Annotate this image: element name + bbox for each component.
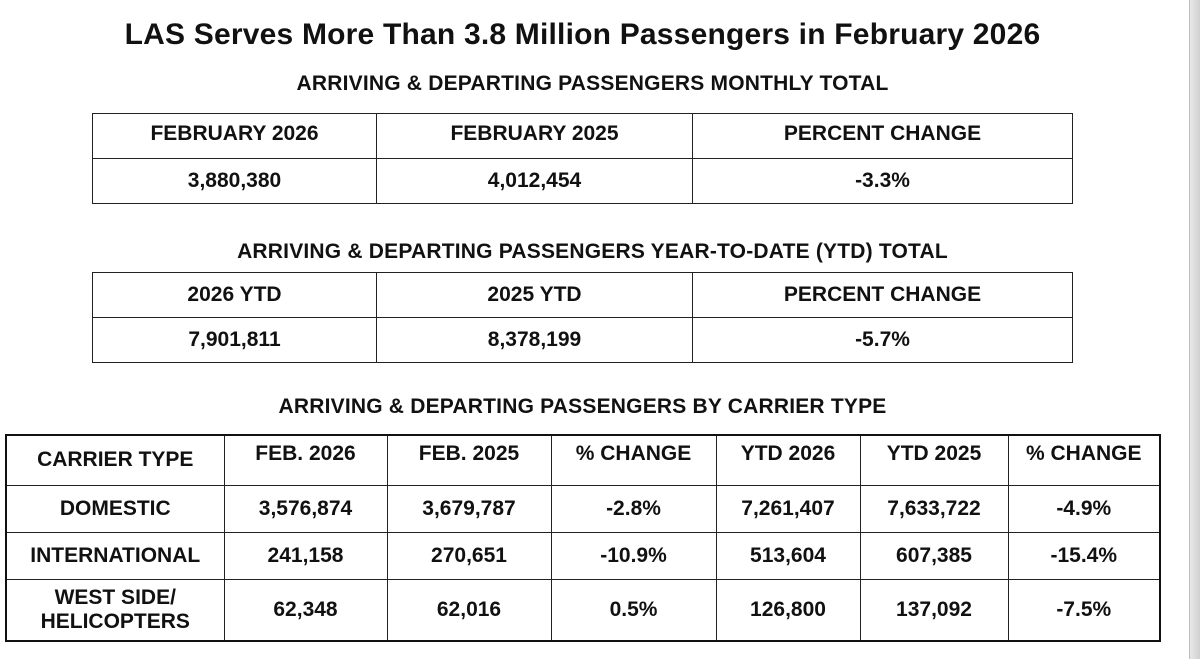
carrier-row-international: INTERNATIONAL 241,158 270,651 -10.9% 513… [5, 531, 1161, 580]
monthly-header-cell: FEBRUARY 2025 [376, 113, 693, 159]
carrier-cell: 513,604 [715, 531, 861, 580]
carrier-cell: 241,158 [223, 531, 388, 580]
carrier-row-label: INTERNATIONAL [5, 531, 225, 580]
carrier-cell: 0.5% [550, 578, 717, 642]
carrier-cell: 126,800 [715, 578, 861, 642]
carrier-header-cell: YTD 2025 [859, 434, 1009, 486]
ytd-value-row: 7,901,811 8,378,199 -5.7% [92, 317, 1073, 363]
carrier-row-west-side: WEST SIDE/ HELICOPTERS 62,348 62,016 0.5… [5, 578, 1161, 642]
carrier-cell: 137,092 [859, 578, 1009, 642]
carrier-cell: -10.9% [550, 531, 717, 580]
carrier-row-label: DOMESTIC [5, 484, 225, 533]
carrier-cell: 3,679,787 [386, 484, 552, 533]
monthly-value-cell: 3,880,380 [92, 158, 377, 204]
monthly-header-cell: FEBRUARY 2026 [92, 113, 377, 159]
carrier-cell: 7,633,722 [859, 484, 1009, 533]
ytd-header-row: 2026 YTD 2025 YTD PERCENT CHANGE [92, 272, 1073, 318]
carrier-cell: 7,261,407 [715, 484, 861, 533]
carrier-cell: 62,348 [223, 578, 388, 642]
page-edge [1189, 0, 1200, 659]
carrier-cell: -7.5% [1007, 578, 1161, 642]
monthly-value-cell: -3.3% [692, 158, 1073, 204]
carrier-label-line1: INTERNATIONAL [30, 543, 201, 567]
monthly-total-table: FEBRUARY 2026 FEBRUARY 2025 PERCENT CHAN… [92, 113, 1073, 204]
carrier-header-cell: CARRIER TYPE [5, 434, 225, 486]
monthly-header-row: FEBRUARY 2026 FEBRUARY 2025 PERCENT CHAN… [92, 113, 1073, 159]
carrier-header-cell: FEB. 2026 [223, 434, 388, 486]
carrier-header-row: CARRIER TYPE FEB. 2026 FEB. 2025 % CHANG… [5, 434, 1161, 486]
ytd-header-cell: PERCENT CHANGE [692, 272, 1073, 318]
carrier-label-line2: HELICOPTERS [40, 609, 190, 633]
monthly-value-cell: 4,012,454 [376, 158, 693, 204]
carrier-cell: -4.9% [1007, 484, 1161, 533]
ytd-heading: ARRIVING & DEPARTING PASSENGERS YEAR-TO-… [237, 240, 948, 263]
ytd-header-cell: 2025 YTD [376, 272, 693, 318]
monthly-heading: ARRIVING & DEPARTING PASSENGERS MONTHLY … [296, 72, 889, 95]
carrier-header-cell: YTD 2026 [715, 434, 861, 486]
page-title: LAS Serves More Than 3.8 Million Passeng… [124, 18, 1041, 51]
ytd-total-table: 2026 YTD 2025 YTD PERCENT CHANGE 7,901,8… [92, 272, 1073, 363]
carrier-label-line1: WEST SIDE/ [54, 585, 176, 609]
carrier-cell: 270,651 [386, 531, 552, 580]
carrier-type-table: CARRIER TYPE FEB. 2026 FEB. 2025 % CHANG… [5, 434, 1161, 642]
carrier-cell: 607,385 [859, 531, 1009, 580]
carrier-label-line1: DOMESTIC [59, 496, 171, 520]
ytd-value-cell: -5.7% [692, 317, 1073, 363]
carrier-row-label: WEST SIDE/ HELICOPTERS [5, 578, 225, 642]
carrier-row-domestic: DOMESTIC 3,576,874 3,679,787 -2.8% 7,261… [5, 484, 1161, 533]
carrier-cell: -15.4% [1007, 531, 1161, 580]
ytd-value-cell: 8,378,199 [376, 317, 693, 363]
ytd-value-cell: 7,901,811 [92, 317, 377, 363]
monthly-header-cell: PERCENT CHANGE [692, 113, 1073, 159]
carrier-heading: ARRIVING & DEPARTING PASSENGERS BY CARRI… [278, 395, 887, 418]
monthly-value-row: 3,880,380 4,012,454 -3.3% [92, 158, 1073, 204]
carrier-cell: 3,576,874 [223, 484, 388, 533]
carrier-header-cell: % CHANGE [550, 434, 717, 486]
carrier-header-cell: FEB. 2025 [386, 434, 552, 486]
carrier-cell: 62,016 [386, 578, 552, 642]
carrier-cell: -2.8% [550, 484, 717, 533]
ytd-header-cell: 2026 YTD [92, 272, 377, 318]
carrier-header-cell: % CHANGE [1007, 434, 1161, 486]
